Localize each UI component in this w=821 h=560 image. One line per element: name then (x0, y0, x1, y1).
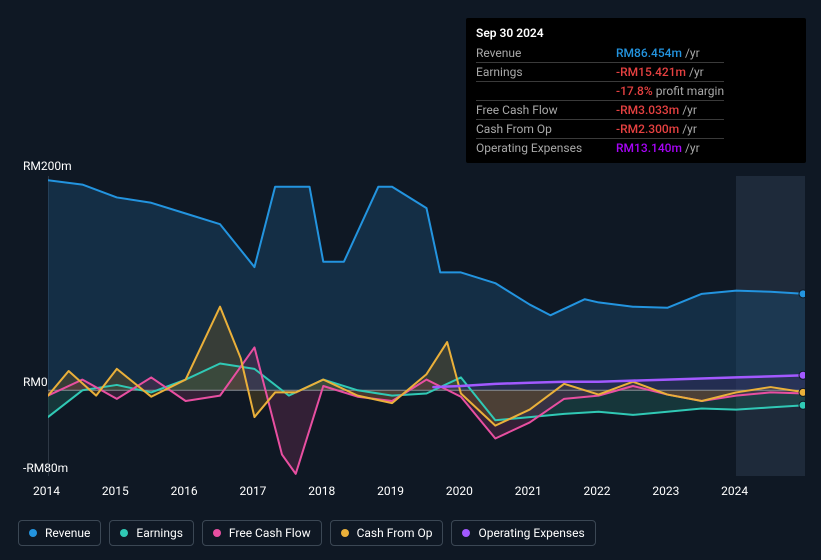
x-tick-label: 2024 (721, 484, 748, 498)
legend-item-earnings[interactable]: Earnings (109, 520, 194, 546)
tooltip-row: -17.8%profit margin (476, 82, 724, 101)
x-tick-label: 2019 (377, 484, 404, 498)
legend-dot-icon (341, 529, 349, 537)
tooltip-body: RevenueRM86.454m/yrEarnings-RM15.421m/yr… (476, 44, 724, 157)
legend-dot-icon (213, 529, 221, 537)
legend-item-label: Operating Expenses (478, 526, 584, 540)
tooltip-row-value: -17.8%profit margin (616, 82, 724, 101)
x-tick-label: 2016 (171, 484, 198, 498)
legend-item-label: Revenue (45, 526, 90, 540)
tooltip-row-label: Free Cash Flow (476, 101, 616, 120)
tooltip-row: RevenueRM86.454m/yr (476, 44, 724, 63)
tooltip-row-label: Earnings (476, 63, 616, 82)
legend-item-cfo[interactable]: Cash From Op (330, 520, 444, 546)
legend-item-label: Free Cash Flow (229, 526, 311, 540)
x-tick-label: 2018 (308, 484, 335, 498)
tooltip-table: RevenueRM86.454m/yrEarnings-RM15.421m/yr… (476, 44, 724, 157)
legend-item-label: Cash From Op (357, 526, 433, 540)
tooltip-row-value: -RM2.300m/yr (616, 120, 724, 139)
tooltip-row-label: Revenue (476, 44, 616, 63)
legend-item-opex[interactable]: Operating Expenses (451, 520, 595, 546)
tooltip-row-label (476, 82, 616, 101)
x-tick-label: 2021 (515, 484, 542, 498)
tooltip-row: Cash From Op-RM2.300m/yr (476, 120, 724, 139)
tooltip-row-value: -RM15.421m/yr (616, 63, 724, 82)
x-tick-label: 2017 (239, 484, 266, 498)
tooltip-date: Sep 30 2024 (476, 24, 796, 44)
x-tick-label: 2020 (446, 484, 473, 498)
legend: Revenue Earnings Free Cash Flow Cash From O… (18, 520, 596, 546)
legend-item-label: Earnings (136, 526, 183, 540)
x-tick-label: 2022 (584, 484, 611, 498)
tooltip-row-label: Cash From Op (476, 120, 616, 139)
x-tick-label: 2023 (652, 484, 679, 498)
tooltip-row: Free Cash Flow-RM3.033m/yr (476, 101, 724, 120)
x-tick-label: 2015 (102, 484, 129, 498)
legend-item-revenue[interactable]: Revenue (18, 520, 101, 546)
y-tick-zero: RM0 (23, 375, 48, 389)
x-axis-labels: 2014201520162017201820192020202120222023… (48, 484, 805, 502)
tooltip-row-value: RM86.454m/yr (616, 44, 724, 63)
tooltip-row-value: -RM3.033m/yr (616, 101, 724, 120)
x-tick-label: 2014 (33, 484, 60, 498)
chart-svg (48, 176, 805, 476)
data-tooltip: Sep 30 2024 RevenueRM86.454m/yrEarnings-… (466, 18, 806, 163)
root: Sep 30 2024 RevenueRM86.454m/yrEarnings-… (0, 0, 821, 560)
legend-item-fcf[interactable]: Free Cash Flow (202, 520, 322, 546)
y-tick-top: RM200m (23, 159, 72, 173)
legend-dot-icon (462, 529, 470, 537)
tooltip-row: Earnings-RM15.421m/yr (476, 63, 724, 82)
tooltip-row-value: RM13.140m/yr (616, 139, 724, 158)
tooltip-row-label: Operating Expenses (476, 139, 616, 158)
tooltip-row: Operating ExpensesRM13.140m/yr (476, 139, 724, 158)
chart-plot-area[interactable] (48, 176, 805, 476)
legend-dot-icon (29, 529, 37, 537)
legend-dot-icon (120, 529, 128, 537)
